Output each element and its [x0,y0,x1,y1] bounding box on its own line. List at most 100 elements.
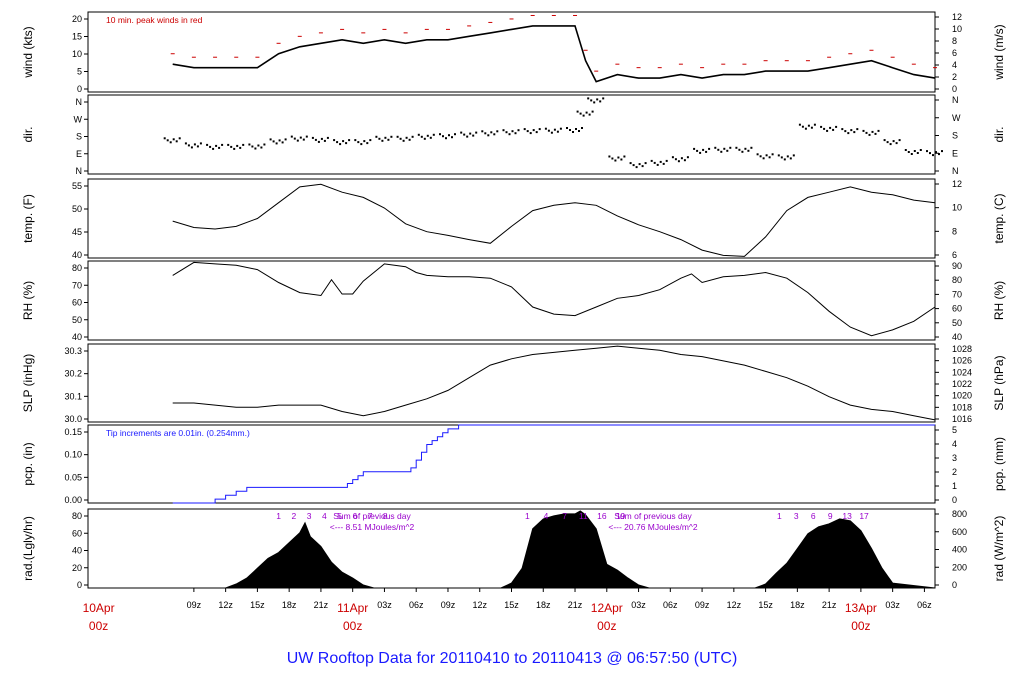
direction-point [835,125,838,128]
direction-point [363,140,366,143]
direction-point [829,126,832,129]
direction-point [768,156,771,159]
y-tick-label-left: 10 [72,49,82,59]
direction-point [532,129,535,132]
y-tick-label-left: 40 [72,546,82,556]
direction-point [826,129,829,132]
direction-point [720,150,723,153]
direction-point [172,138,175,141]
direction-point [659,160,662,163]
y-axis-label-right: temp. (C) [992,193,1006,243]
direction-point [472,134,475,137]
direction-point [696,149,699,152]
x-tick-label: 09z [187,600,202,610]
y-tick-label-right: 6 [952,250,957,260]
panel-pcp: 0.00 0.05 0.10 0.15 0 1 2 3 4 5 pcp. (in) pcp. (mm)… [21,424,1006,505]
direction-point [786,155,789,158]
direction-point [517,129,520,132]
y-tick-label-right: 0 [952,495,957,505]
direction-point [163,137,166,140]
x-tick-label: 15z [250,600,265,610]
direction-point [420,135,423,138]
radiation-hour-marker: 6 [352,511,357,521]
direction-point [178,137,181,140]
direction-point [883,139,886,142]
direction-point [354,139,357,142]
y-axis-label-left: SLP (inHg) [21,354,35,412]
panel-temp: 40 45 50 55 6 8 10 12 temp. (F) temp. (C) [21,178,1006,260]
y-tick-label-right: 0 [952,84,957,94]
direction-point [227,143,230,146]
direction-point [599,100,602,103]
direction-point [665,159,668,162]
radiation-hour-marker: 19 [616,511,626,521]
radiation-hour-marker: 7 [562,511,567,521]
x-tick-label: 12z [218,600,233,610]
y-tick-label-left: 50 [72,204,82,214]
y-axis-label-left: temp. (F) [21,194,35,243]
x-tick-label: 21z [314,600,329,610]
direction-point [408,138,411,141]
panel-frame [87,94,936,175]
direction-point [209,145,212,148]
y-tick-label-right: 1 [952,481,957,491]
direction-point [708,147,711,150]
direction-point [832,128,835,131]
wind-annotation: 10 min. peak winds in red [106,15,203,25]
direction-point [460,131,463,134]
direction-point [469,132,472,135]
direction-point [602,97,605,100]
direction-point [284,138,287,141]
direction-point [662,162,665,165]
direction-point [762,157,765,160]
direction-point [166,139,169,142]
y-tick-label-left: 30.1 [64,391,82,401]
direction-point [233,147,236,150]
direction-point [750,146,753,149]
direction-point [390,135,393,138]
direction-point [683,159,686,162]
direction-point [550,131,553,134]
x-day-hour-label: 00z [89,619,108,633]
direction-point [496,130,499,133]
direction-point [591,110,594,113]
y-tick-label-left: N [76,166,83,176]
direction-point [717,148,720,151]
y-tick-label-left: 15 [72,32,82,42]
y-tick-label-left: 60 [72,298,82,308]
direction-point [916,152,919,154]
chart-footer-title: UW Rooftop Data for 20110410 to 20110413… [286,650,738,667]
direction-point [305,135,308,138]
direction-point [783,158,786,161]
direction-point [490,131,493,134]
direction-point [299,136,302,139]
direction-point [810,126,813,129]
direction-point [886,141,889,144]
direction-point [511,130,514,133]
y-tick-label-right: 1026 [952,356,972,366]
direction-point [254,147,257,150]
direction-point [941,150,943,153]
direction-point [723,147,726,150]
direction-point [907,151,910,153]
direction-point [868,133,871,136]
direction-point [345,142,348,145]
direction-point [508,133,511,136]
direction-point [454,133,456,136]
direction-point [813,123,816,126]
direction-point [502,129,505,132]
direction-point [641,165,644,168]
x-tick-label: 12z [727,600,742,610]
y-tick-label-left: 20 [72,563,82,573]
precip-line [172,424,935,504]
direction-point [702,148,705,151]
direction-point [190,146,193,149]
y-tick-label-right: 40 [952,332,962,342]
direction-point [296,139,299,142]
direction-point [699,151,702,154]
temp-line [172,183,936,257]
direction-point [451,136,453,139]
direction-point [260,146,263,149]
